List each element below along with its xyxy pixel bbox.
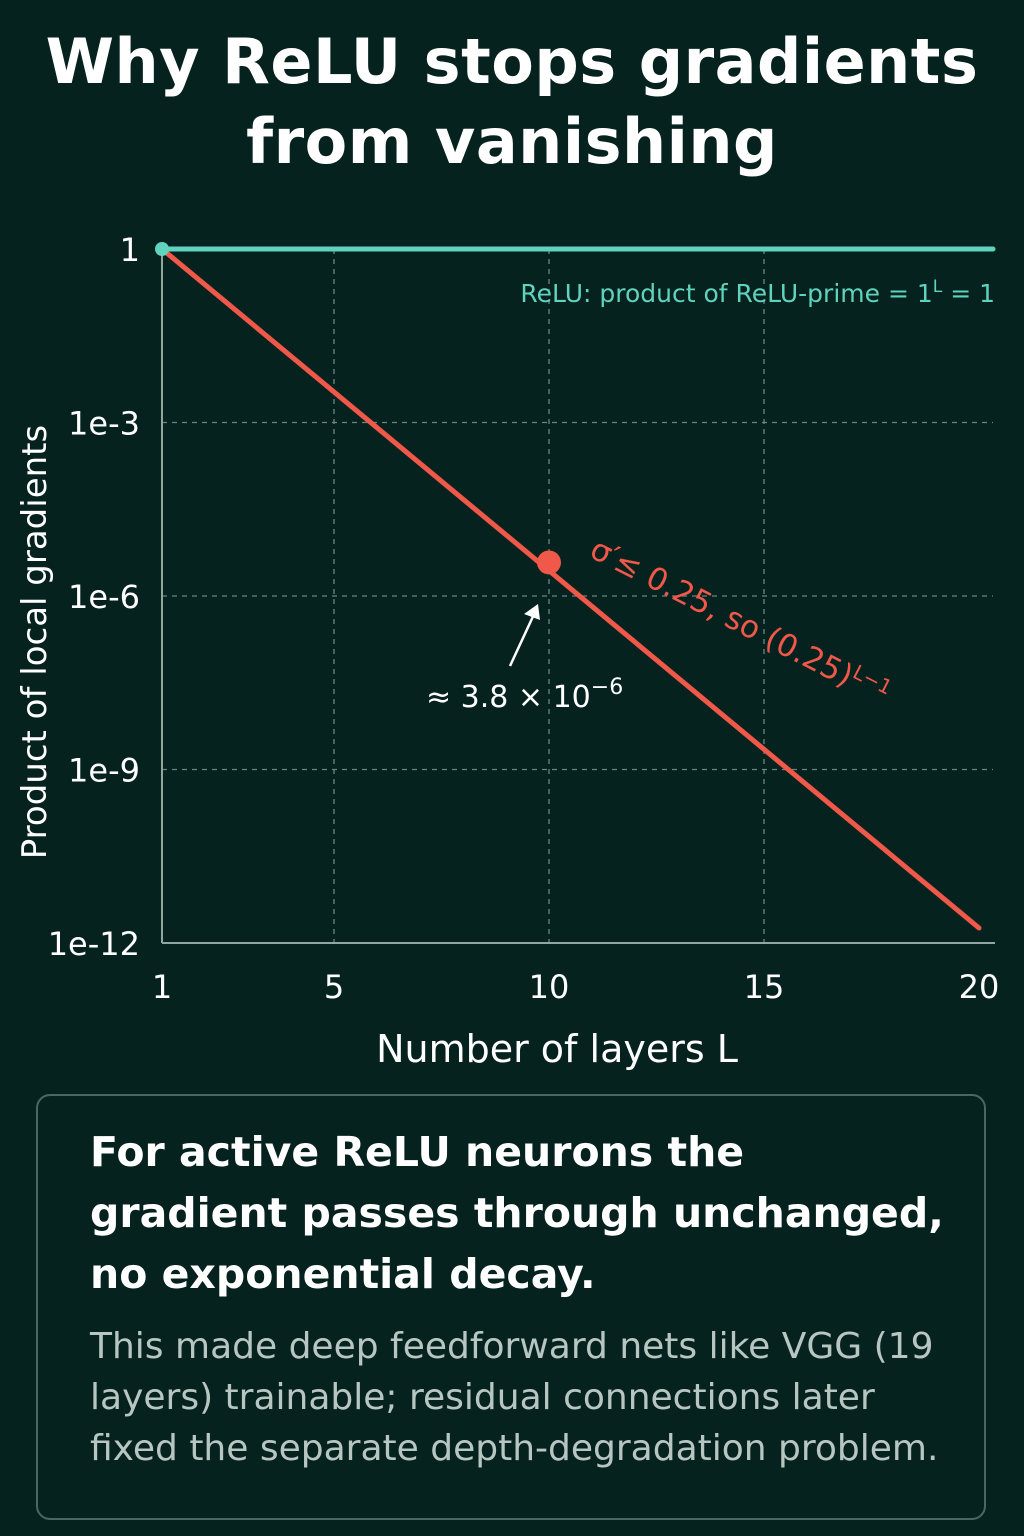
x-tick-label: 20 [959, 968, 1000, 1006]
highlight-point [537, 550, 561, 575]
y-tick-label: 1e-6 [68, 578, 140, 616]
x-tick-label: 1 [152, 968, 172, 1006]
x-axis-label: Number of layers L [376, 1027, 738, 1071]
card-body-text: This made deep feedforward nets like VGG… [90, 1326, 939, 1469]
sigmoid-series-line [159, 246, 982, 931]
title-line-2: from vanishing [246, 105, 778, 178]
page-title: Why ReLU stops gradients from vanishing [0, 22, 1024, 182]
annotation-arrow-line [508, 609, 538, 667]
y-tick-label: 1 [120, 231, 140, 269]
series-start-point [155, 242, 169, 256]
x-tick-label: 15 [744, 968, 785, 1006]
annotation-arrow-head [524, 604, 540, 620]
y-axis-label: Product of local gradients [15, 425, 55, 859]
relu-annotation-superscript: L [933, 277, 943, 297]
sigmoid-annotation: σ′≤ 0.25, so (0.25)L−1 [584, 528, 896, 713]
y-tick-label: 1e-12 [48, 925, 140, 963]
card-heading: For active ReLU neurons the gradient pas… [90, 1128, 944, 1298]
summary-card: For active ReLU neurons the gradient pas… [36, 1094, 986, 1520]
x-tick-label: 10 [529, 968, 570, 1006]
point-annotation: ≈ 3.8 × 10−6 [426, 675, 623, 715]
relu-annotation: ReLU: product of ReLU-prime = 1L = 1 [520, 277, 995, 308]
x-tick-label: 5 [324, 968, 344, 1006]
title-line-1: Why ReLU stops gradients [45, 25, 979, 98]
relu-annotation-tail: = 1 [942, 279, 995, 308]
y-tick-label: 1e-9 [68, 752, 140, 790]
sigmoid-annotation-superscript: L−1 [849, 660, 896, 700]
point-annotation-superscript: −6 [591, 675, 623, 700]
y-tick-label: 1e-3 [68, 405, 140, 443]
